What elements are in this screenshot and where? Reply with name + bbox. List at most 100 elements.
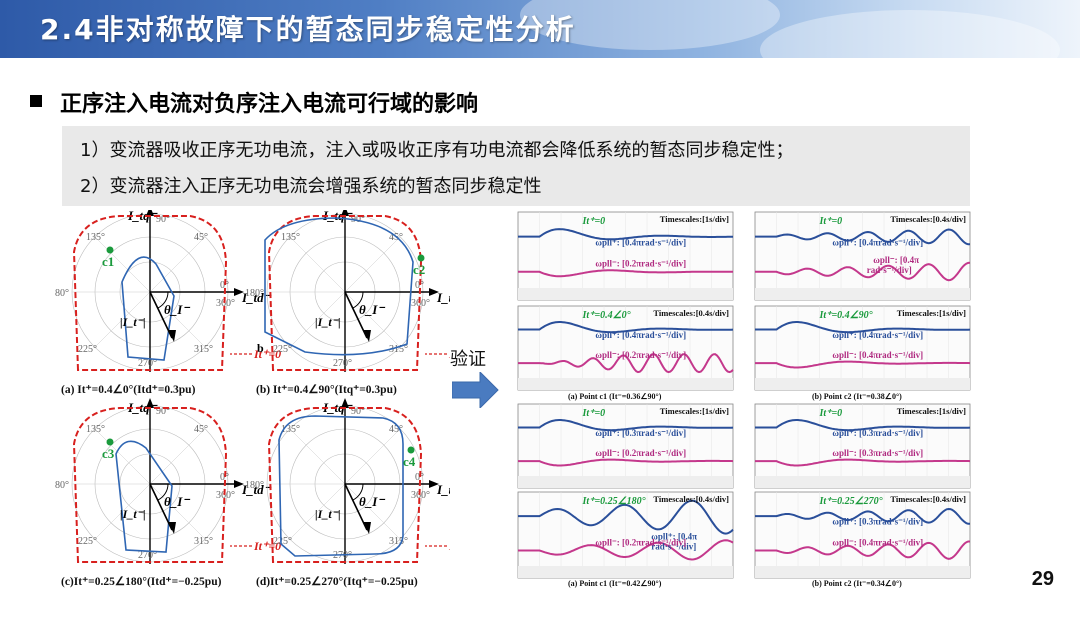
id-arrow-icon: [234, 480, 244, 488]
scope-current-label: It⁺=0.4∠90°: [819, 310, 873, 321]
scope-trace: [518, 458, 734, 467]
theta-arc: [157, 483, 169, 501]
polar-tick-label: 135°: [86, 232, 105, 243]
scope-timescale: Timescales:[1s/div]: [660, 214, 729, 224]
oscilloscope-figure: Timescales:[1s/div] It⁺=0 ωpll⁺: [0.4πrad·…: [517, 211, 971, 588]
polar-tick-label: 45°: [194, 232, 208, 243]
boundary-point-label: b: [257, 341, 264, 355]
current-vector-arrow-icon: [168, 330, 176, 342]
scope-panel: Timescales:[0.4s/div] It⁺=0 ωpll⁺: [0.4πra…: [754, 211, 971, 301]
operating-point-label: c2: [413, 262, 425, 277]
polar-plot: I_tq⁻I_td⁻90°45°135°0°360°180°225°315°27…: [55, 398, 281, 588]
id-arrow-icon: [429, 288, 439, 296]
scope-timescale: Timescales:[1s/div]: [897, 308, 966, 318]
conclusion-1: 1）变流器吸收正序无功电流，注入或吸收正序有功电流都会降低系统的暂态同步稳定性；: [80, 140, 794, 161]
iq-arrow-icon: [341, 398, 349, 408]
id-label: I_td⁻: [436, 482, 450, 497]
scope-trace: [518, 539, 734, 561]
scope-neg-pll-label: ωpll⁻: [0.3πrad·s⁻¹/div]: [832, 448, 923, 458]
bullet-square-icon: [30, 95, 42, 107]
boundary-label: It⁺=0: [448, 539, 450, 553]
theta-label: θ_I⁻: [164, 494, 191, 509]
polar-caption: (a) It⁺=0.4∠0°(Itd⁺=0.3pu): [61, 384, 196, 396]
iq-arrow-icon: [146, 398, 154, 408]
polar-plot: I_tq⁻I_td⁻90°45°135°0°360°180°225°315°27…: [245, 210, 450, 396]
polar-tick-label: 360°: [411, 490, 430, 501]
arrow-right-icon: [452, 372, 499, 408]
scope-current-label: It⁺=0: [582, 216, 606, 227]
scope-pos-pll-label: ωpll⁺: [0.3πrad·s⁻¹/div]: [832, 428, 923, 438]
polar-tick-label: 45°: [194, 424, 208, 435]
polar-tick-label: 90°: [156, 214, 170, 225]
scope-trace: [755, 228, 970, 246]
scope-neg-pll-label: ωpll⁻: [0.4πrad·s⁻¹/div]: [832, 350, 923, 360]
polar-grid-ray: [344, 291, 401, 348]
conclusion-2: 2）变流器注入正序无功电流会增强系统的暂态同步稳定性: [80, 176, 542, 197]
slide-title: 2.4非对称故障下的暂态同步稳定性分析: [40, 13, 576, 46]
polar-grid-ray: [149, 483, 206, 540]
polar-grid-ray: [289, 428, 346, 485]
scope-caption: (b) Point c2 (It⁻=0.38∠0°): [812, 392, 902, 401]
scope-panel: Timescales:[1s/div] It⁺=0 ωpll⁺: [0.3πrad·…: [754, 403, 971, 489]
iq-arrow-icon: [341, 210, 349, 216]
id-arrow-icon: [234, 288, 244, 296]
polar-grid-ray: [289, 483, 346, 540]
scope-caption: (a) Point c1 (It⁻=0.42∠90°): [568, 579, 662, 588]
scope-current-label: It⁺=0.4∠0°: [582, 310, 631, 321]
scope-pos-pll-label: ωpll⁺: [0.4πrad·s⁻¹/div]: [595, 237, 686, 247]
polar-tick-label: 270°: [138, 550, 157, 561]
polar-plots-figure: I_tq⁻ I_td⁻ 90° 45° 135° 0° 360° 180° 225° 315° 27…: [55, 210, 450, 588]
polar-grid-ray: [94, 428, 151, 485]
polar-tick-label: 135°: [281, 424, 300, 435]
polar-tick-label: 90°: [156, 406, 170, 417]
feasible-region: [115, 440, 173, 553]
scope-pos-pll-label: ωpll⁺: [0.4πrad·s⁻¹/div]: [832, 330, 923, 340]
polar-tick-label: 315°: [194, 344, 213, 355]
polar-tick-label: 180°: [55, 480, 69, 491]
polar-tick-label: 180°: [245, 480, 264, 491]
scope-current-label: It⁺=0.25∠270°: [819, 496, 883, 507]
boundary-label: It⁺=0: [448, 347, 450, 361]
polar-grid-ray: [149, 428, 206, 485]
section-heading: 正序注入电流对负序注入电流可行域的影响: [60, 92, 479, 117]
polar-grid-ray: [94, 236, 151, 293]
polar-tick-label: 315°: [389, 536, 408, 547]
polar-tick-label: 180°: [55, 288, 69, 299]
magnitude-label: |I_t⁻|: [315, 507, 341, 521]
magnitude-label: |I_t⁻|: [120, 507, 146, 521]
theta-arc: [157, 291, 169, 309]
scope-trace: [755, 540, 970, 560]
polar-plot: I_tq⁻I_td⁻90°45°135°0°360°180°225°315°27…: [55, 210, 281, 396]
scope-status-bar: [518, 476, 733, 488]
scope-status-bar: [755, 566, 970, 578]
scope-neg-pll-label: rad·s⁻¹/div]: [867, 265, 912, 275]
iq-label: I_tq⁻: [127, 400, 159, 415]
polar-grid-ray: [344, 483, 401, 540]
polar-tick-label: 270°: [333, 358, 352, 369]
iq-label: I_tq⁻: [127, 210, 159, 223]
polar-tick-label: 315°: [389, 344, 408, 355]
boundary-label: It⁺=0: [253, 539, 281, 553]
polar-caption: (c)It⁺=0.25∠180°(Itd⁺=−0.25pu): [61, 576, 222, 588]
polar-tick-label: 45°: [389, 424, 403, 435]
operating-point-label: c1: [102, 254, 114, 269]
theta-label: θ_I⁻: [359, 302, 386, 317]
scope-trace: [755, 321, 971, 334]
scope-timescale: Timescales:[0.4s/div]: [890, 494, 966, 504]
theta-label: θ_I⁻: [359, 494, 386, 509]
polar-tick-label: 360°: [411, 298, 430, 309]
id-arrow-icon: [429, 480, 439, 488]
scope-panel: Timescales:[1s/div] It⁺=0.4∠90° ωpll⁺: [0.…: [754, 305, 971, 391]
feasible-region: [264, 217, 414, 356]
scope-neg-pll-label: ωpll⁻: [0.2πrad·s⁻¹/div]: [595, 537, 686, 547]
scope-pos-pll-label: ωpll⁺: [0.3πrad·s⁻¹/div]: [832, 517, 923, 527]
verify-label: 验证: [450, 349, 486, 370]
feasible-boundary: [72, 215, 228, 371]
polar-tick-label: 135°: [281, 232, 300, 243]
scope-panel: Timescales:[1s/div] It⁺=0 ωpll⁺: [0.4πrad·…: [517, 211, 734, 301]
boundary-label: It⁺=0: [253, 347, 281, 361]
iq-label: I_tq⁻: [322, 400, 354, 415]
polar-caption: (d)It⁺=0.25∠270°(Itq⁺=−0.25pu): [256, 576, 418, 588]
scope-current-label: It⁺=0: [819, 408, 843, 419]
scope-trace: [755, 458, 971, 467]
